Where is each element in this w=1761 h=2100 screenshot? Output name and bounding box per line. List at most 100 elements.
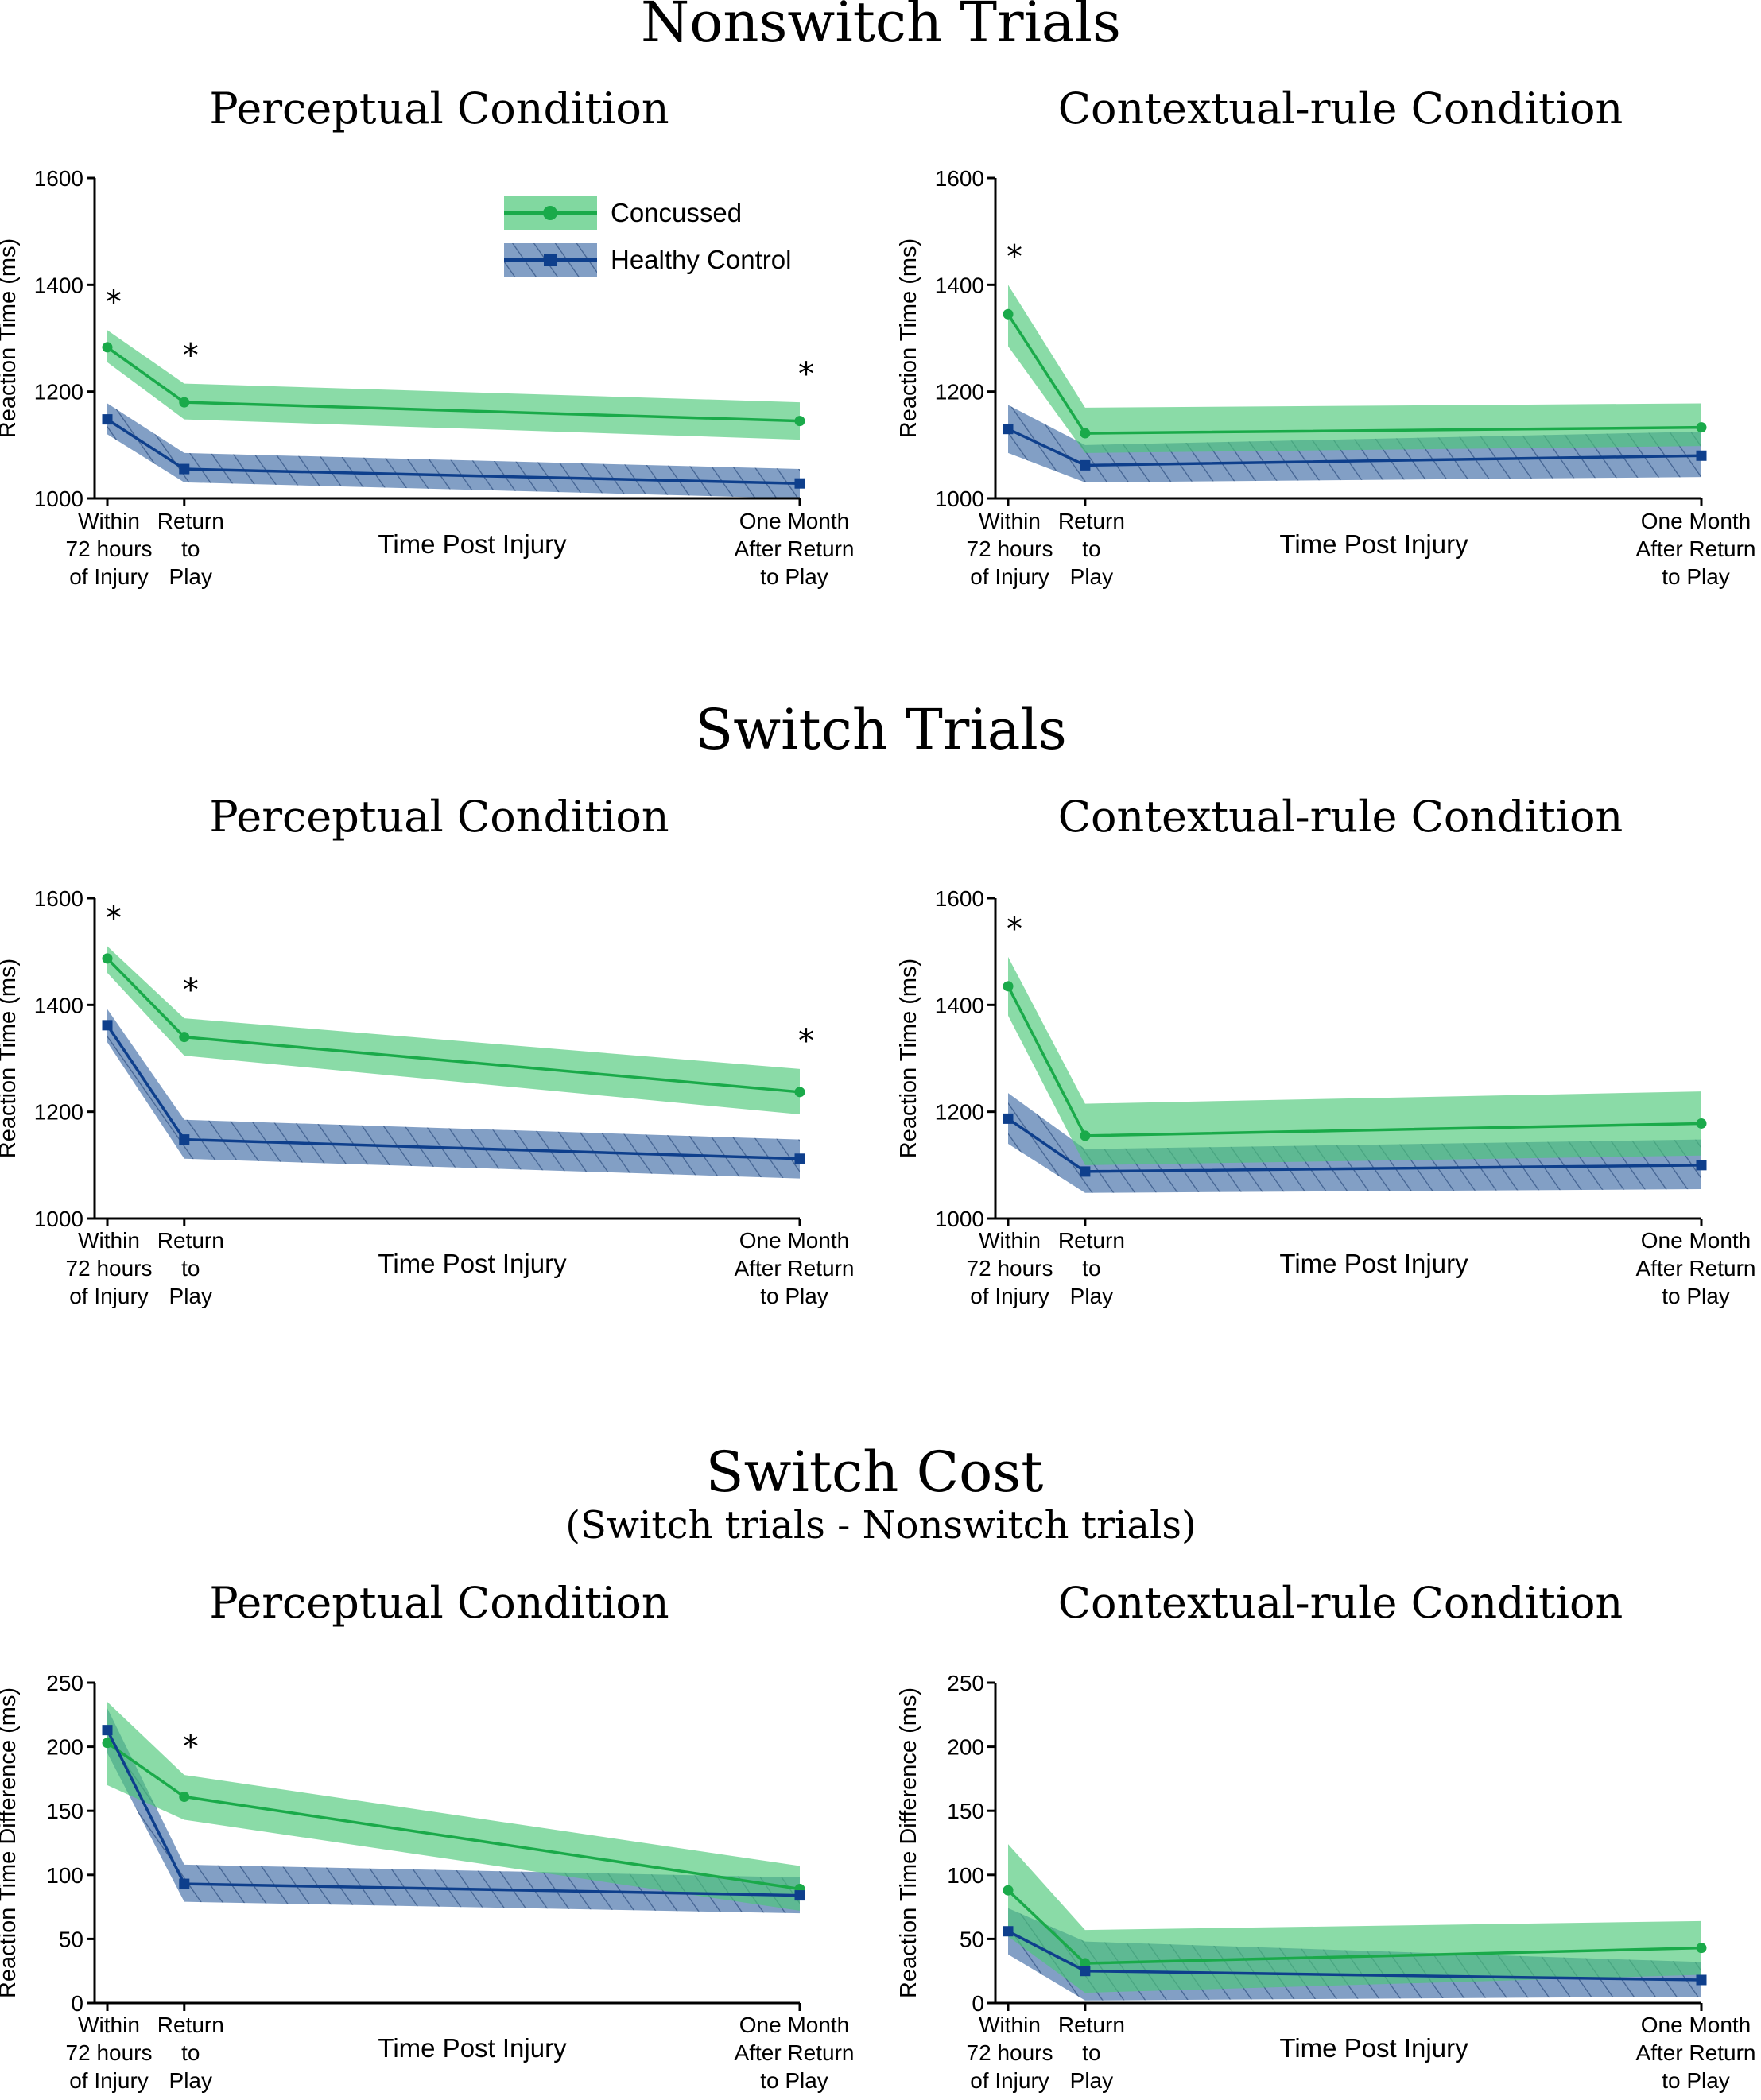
x-category-label: to Play bbox=[760, 564, 828, 589]
y-tick-label: 100 bbox=[46, 1863, 83, 1888]
point-control bbox=[102, 1725, 113, 1736]
y-tick-label: 50 bbox=[59, 1927, 83, 1951]
y-tick-label: 150 bbox=[947, 1799, 984, 1823]
x-category-label: Return bbox=[157, 2013, 224, 2037]
y-axis-label: Reaction Time Difference (ms) bbox=[0, 1687, 21, 1998]
y-axis-label: Reaction Time (ms) bbox=[896, 238, 921, 438]
significance-marker: * bbox=[183, 338, 199, 374]
point-control bbox=[102, 1020, 113, 1031]
point-concussed bbox=[102, 342, 113, 353]
point-concussed bbox=[1080, 1130, 1091, 1141]
x-category-label: After Return bbox=[735, 1256, 855, 1281]
point-concussed bbox=[179, 1791, 190, 1802]
y-tick-label: 150 bbox=[46, 1799, 83, 1823]
x-category-label: After Return bbox=[1636, 537, 1756, 561]
significance-marker: * bbox=[183, 972, 199, 1009]
significance-marker: * bbox=[798, 1023, 814, 1060]
point-concussed bbox=[1696, 1118, 1707, 1129]
point-control bbox=[1696, 450, 1707, 461]
legend-label-control: Healthy Control bbox=[611, 245, 791, 274]
x-category-label: to Play bbox=[1662, 1284, 1730, 1308]
x-category-label: One Month bbox=[1641, 1228, 1751, 1253]
section-subtitle-switch-cost: (Switch trials - Nonswitch trials) bbox=[565, 1503, 1196, 1548]
point-control bbox=[794, 1890, 805, 1901]
x-category-label: of Injury bbox=[69, 1284, 149, 1308]
point-control bbox=[1080, 1966, 1091, 1977]
y-tick-label: 1600 bbox=[935, 886, 984, 911]
y-tick-label: 0 bbox=[71, 1991, 83, 2016]
y-axis-label: Reaction Time (ms) bbox=[896, 959, 921, 1158]
point-concussed bbox=[179, 397, 190, 408]
section-title-switch: Switch Trials bbox=[695, 697, 1067, 762]
y-tick-label: 1200 bbox=[34, 380, 83, 405]
y-tick-label: 50 bbox=[960, 1927, 984, 1951]
x-category-label: 72 hours bbox=[66, 537, 153, 561]
y-tick-label: 100 bbox=[947, 1863, 984, 1888]
x-category-label: of Injury bbox=[970, 564, 1049, 589]
significance-marker: * bbox=[106, 900, 122, 936]
x-category-label: Return bbox=[157, 1228, 224, 1253]
x-category-label: to bbox=[181, 2040, 200, 2065]
y-axis-label: Reaction Time (ms) bbox=[0, 959, 21, 1158]
y-tick-label: 0 bbox=[972, 1991, 984, 2016]
y-tick-label: 250 bbox=[947, 1671, 984, 1695]
legend-label-concussed: Concussed bbox=[611, 198, 742, 227]
x-category-label: Within bbox=[979, 1228, 1041, 1253]
point-control bbox=[179, 1878, 190, 1889]
x-category-label: Return bbox=[1058, 2013, 1125, 2037]
y-axis-label: Reaction Time (ms) bbox=[0, 238, 21, 438]
x-category-label: Within bbox=[979, 509, 1041, 533]
significance-marker: * bbox=[1007, 238, 1022, 275]
point-control bbox=[179, 463, 190, 475]
y-tick-label: 1400 bbox=[935, 993, 984, 1017]
y-tick-label: 1000 bbox=[34, 1207, 83, 1231]
x-category-label: 72 hours bbox=[967, 1256, 1053, 1281]
x-category-label: to bbox=[1082, 537, 1100, 561]
x-category-label: to Play bbox=[760, 1284, 828, 1308]
chart-panel-switch-contextual: Contextual-rule Condition 1000 1200 1400 160… bbox=[896, 792, 1755, 1308]
x-category-label: After Return bbox=[735, 2040, 855, 2065]
x-category-label: Play bbox=[1070, 564, 1113, 589]
x-category-label: Return bbox=[1058, 1228, 1125, 1253]
x-category-label: Play bbox=[169, 2068, 212, 2093]
y-tick-label: 1400 bbox=[34, 993, 83, 1017]
x-category-label: After Return bbox=[735, 537, 855, 561]
chart-panel-nonswitch-contextual: Contextual-rule Condition 1000 1200 1400 160… bbox=[896, 83, 1755, 589]
point-control bbox=[102, 414, 113, 425]
panel-title: Perceptual Condition bbox=[209, 1578, 669, 1628]
ci-band-concussed bbox=[107, 1702, 800, 1911]
x-category-label: of Injury bbox=[970, 2068, 1049, 2093]
x-category-label: One Month bbox=[739, 1228, 850, 1253]
ci-band-concussed bbox=[1008, 285, 1701, 453]
panel-title: Contextual-rule Condition bbox=[1058, 792, 1623, 842]
x-category-label: Play bbox=[169, 1284, 212, 1308]
significance-marker: * bbox=[106, 284, 122, 320]
x-category-label: 72 hours bbox=[66, 2040, 153, 2065]
y-tick-label: 1200 bbox=[935, 380, 984, 405]
point-control bbox=[1080, 1166, 1091, 1177]
panel-title: Perceptual Condition bbox=[209, 83, 669, 134]
point-control bbox=[1003, 424, 1014, 435]
x-category-label: Within bbox=[78, 2013, 140, 2037]
point-control bbox=[1696, 1974, 1707, 1986]
x-category-label: of Injury bbox=[69, 2068, 149, 2093]
x-category-label: Play bbox=[1070, 2068, 1113, 2093]
y-tick-label: 250 bbox=[46, 1671, 83, 1695]
x-category-label: One Month bbox=[739, 509, 850, 533]
x-category-label: Within bbox=[78, 509, 140, 533]
y-tick-label: 1200 bbox=[34, 1100, 83, 1125]
x-axis-label: Time Post Injury bbox=[1279, 1249, 1468, 1278]
point-concussed bbox=[1696, 422, 1707, 433]
y-tick-label: 1000 bbox=[935, 1207, 984, 1231]
ci-band-control-hatch bbox=[107, 1009, 800, 1179]
ci-band-control-hatch bbox=[107, 403, 800, 498]
y-tick-label: 1400 bbox=[935, 273, 984, 297]
x-category-label: One Month bbox=[1641, 2013, 1751, 2037]
significance-marker: * bbox=[798, 356, 814, 393]
point-concussed bbox=[102, 1738, 113, 1749]
x-axis-label: Time Post Injury bbox=[378, 2033, 567, 2063]
x-category-label: to Play bbox=[1662, 2068, 1730, 2093]
y-tick-label: 1000 bbox=[935, 486, 984, 511]
x-category-label: to bbox=[1082, 2040, 1100, 2065]
